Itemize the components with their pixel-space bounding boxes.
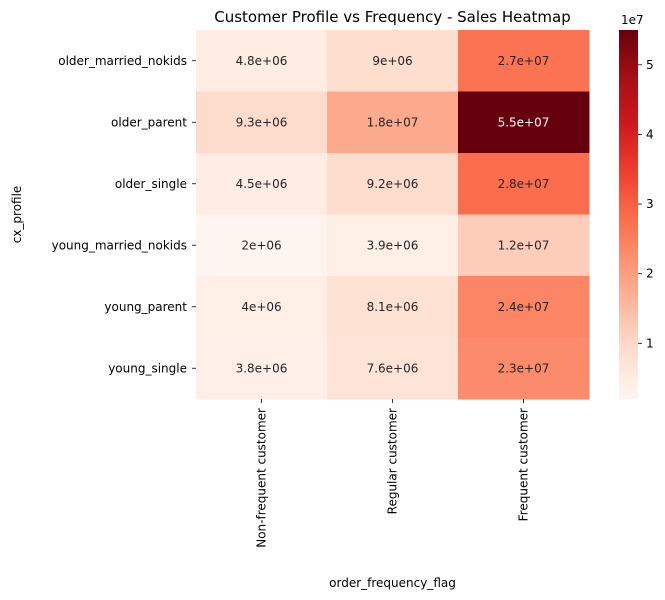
y-tick-label: young_single <box>108 361 187 375</box>
y-tick-label: young_married_nokids <box>52 238 187 252</box>
colorbar-tick-label: 5 <box>646 58 654 72</box>
heatmap-cell <box>327 91 459 154</box>
y-tick-label: older_married_nokids <box>58 54 187 68</box>
heatmap-cell <box>458 214 590 277</box>
heatmap-cell <box>196 30 328 92</box>
cell-value-label: 4.5e+06 <box>236 177 288 191</box>
heatmap-cell <box>458 153 590 215</box>
heatmap-cell <box>458 337 590 400</box>
x-tick-labels: Non-frequent customer Regular customer Fre… <box>255 399 531 548</box>
cell-value-label: 1.2e+07 <box>498 238 550 252</box>
cell-value-label: 2e+06 <box>241 238 281 252</box>
cell-value-label: 2.4e+07 <box>498 300 550 314</box>
cell-value-label: 2.7e+07 <box>498 54 550 68</box>
y-tick-labels: older_married_nokids older_parent older_si… <box>52 54 196 375</box>
x-tick-label: Regular customer <box>386 408 400 514</box>
cell-value-label: 8.1e+06 <box>367 300 419 314</box>
heatmap-cell <box>458 30 590 92</box>
y-tick-label: older_parent <box>111 115 187 129</box>
heatmap-cell <box>327 153 459 215</box>
heatmap-cell <box>458 276 590 338</box>
colorbar: 1 2 3 4 5 1e7 <box>619 13 654 399</box>
cell-value-label: 9.3e+06 <box>236 115 288 129</box>
colorbar-tick-label: 3 <box>646 197 654 211</box>
cell-value-label: 2.3e+07 <box>498 361 550 375</box>
cell-value-label: 4e+06 <box>241 300 281 314</box>
colorbar-tick-label: 1 <box>646 336 654 350</box>
y-tick-label: older_single <box>115 177 187 191</box>
colorbar-tick-label: 4 <box>646 127 654 141</box>
x-tick-label: Frequent customer <box>517 408 531 521</box>
x-tick-label: Non-frequent customer <box>255 408 269 548</box>
heatmap-cell <box>327 337 459 400</box>
cell-value-label: 9e+06 <box>372 54 412 68</box>
heatmap-cells: 4.8e+06 9e+06 2.7e+07 9.3e+06 1.8e+07 5.5e+07… <box>196 30 590 400</box>
heatmap-cell <box>458 91 590 154</box>
heatmap-cell <box>196 153 328 215</box>
cell-value-label: 5.5e+07 <box>498 115 550 129</box>
heatmap-cell <box>196 214 328 277</box>
cell-value-label: 9.2e+06 <box>367 177 419 191</box>
cell-value-label: 3.9e+06 <box>367 238 419 252</box>
cell-value-label: 2.8e+07 <box>498 177 550 191</box>
colorbar-gradient <box>619 30 638 399</box>
colorbar-offset-label: 1e7 <box>621 13 644 27</box>
heatmap-cell <box>196 337 328 400</box>
heatmap-cell <box>327 276 459 338</box>
chart-title: Customer Profile vs Frequency - Sales He… <box>214 8 571 26</box>
cell-value-label: 4.8e+06 <box>236 54 288 68</box>
y-axis-label: cx_profile <box>10 186 24 244</box>
colorbar-tick-label: 2 <box>646 267 654 281</box>
heatmap-cell <box>196 91 328 154</box>
x-axis-label: order_frequency_flag <box>329 576 456 590</box>
cell-value-label: 1.8e+07 <box>367 115 419 129</box>
cell-value-label: 7.6e+06 <box>367 361 419 375</box>
cell-value-label: 3.8e+06 <box>236 361 288 375</box>
heatmap-cell <box>327 214 459 277</box>
y-tick-label: young_parent <box>104 300 187 314</box>
heatmap-cell <box>327 30 459 92</box>
heatmap-cell <box>196 276 328 338</box>
